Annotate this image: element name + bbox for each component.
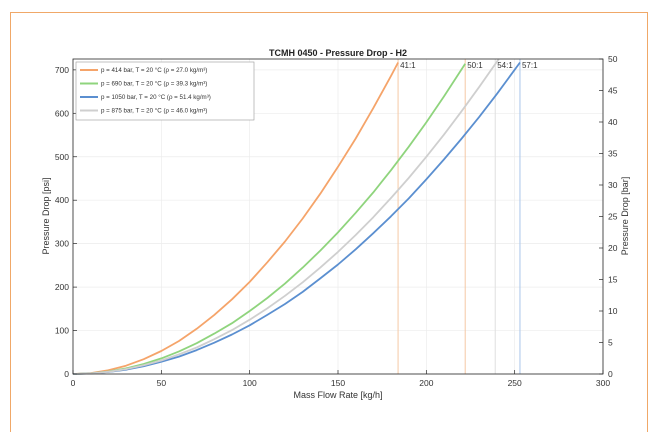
y2-tick-label: 35: [608, 149, 618, 159]
y2-axis-label: Pressure Drop [bar]: [620, 177, 630, 256]
x-tick-label: 100: [243, 378, 257, 388]
y2-tick-label: 30: [608, 180, 618, 190]
y-tick-label: 500: [55, 152, 69, 162]
turndown-label: 57:1: [522, 61, 538, 70]
series-line: [72, 63, 466, 375]
chart-title: TCMH 0450 - Pressure Drop - H2: [269, 48, 407, 58]
y2-tick-label: 5: [608, 338, 613, 348]
turndown-label: 54:1: [497, 61, 513, 70]
chart-frame: 0 50 100 150 200 250 300 0 100 200 300 400 500 600 70…: [10, 12, 648, 432]
y-tick-label: 400: [55, 195, 69, 205]
legend-box: [75, 61, 255, 121]
y-tick-label: 0: [64, 369, 69, 379]
y2-tick-label: 40: [608, 117, 618, 127]
y2-tick-label: 45: [608, 86, 618, 96]
y-tick-label: 600: [55, 108, 69, 118]
y2-tick-label: 15: [608, 275, 618, 285]
legend-entry-label: p = 414 bar, T = 20 °C (ρ = 27.0 kg/m³): [101, 67, 207, 74]
y-axis-label: Pressure Drop [psi]: [41, 177, 51, 254]
y2-tick-label: 25: [608, 212, 618, 222]
y2-tick-label: 0: [608, 369, 613, 379]
turndown-marker-labels: 41:1 50:1 54:1 57:1: [400, 61, 538, 70]
turndown-label: 50:1: [467, 61, 483, 70]
y2-tick-label: 20: [608, 243, 618, 253]
x-tick-label: 300: [596, 378, 610, 388]
y2-tick-label: 50: [608, 54, 618, 64]
y2-tick-label: 10: [608, 306, 618, 316]
x-tick-label: 150: [331, 378, 345, 388]
x-tick-label: 0: [71, 378, 76, 388]
y-tick-label: 700: [55, 65, 69, 75]
x-tick-label: 200: [419, 378, 433, 388]
series-line: [72, 58, 500, 375]
y-axis-ticks: 0 100 200 300 400 500 600 700: [55, 65, 77, 379]
x-axis-ticks: 0 50 100 150 200 250 300: [71, 370, 610, 388]
pressure-drop-chart: 0 50 100 150 200 250 300 010020030040050060070…: [41, 48, 630, 400]
y2-axis-ticks: 0 5 10 15 20 25 30 35 40 45 50: [599, 54, 618, 379]
x-tick-label: 250: [508, 378, 522, 388]
y-tick-label: 200: [55, 282, 69, 292]
y-tick-label: 300: [55, 239, 69, 249]
legend-entry-label: p = 1050 bar, T = 20 °C (ρ = 51.4 kg/m³): [101, 94, 211, 101]
series-line: [72, 61, 521, 375]
x-axis-label: Mass Flow Rate [kg/h]: [293, 390, 382, 400]
x-tick-label: 50: [157, 378, 167, 388]
legend-entry-label: p = 690 bar, T = 20 °C (ρ = 39.3 kg/m³): [101, 81, 207, 88]
legend-entry-label: p = 875 bar, T = 20 °C (ρ = 46.0 kg/m³): [101, 108, 207, 115]
series-line: [72, 62, 399, 375]
y-tick-label: 100: [55, 326, 69, 336]
turndown-label: 41:1: [400, 61, 416, 70]
legend: p = 414 bar, T = 20 °C (ρ = 27.0 kg/m³) p…: [75, 61, 255, 121]
turndown-marker-lines: [397, 59, 521, 374]
data-series: [72, 58, 521, 375]
